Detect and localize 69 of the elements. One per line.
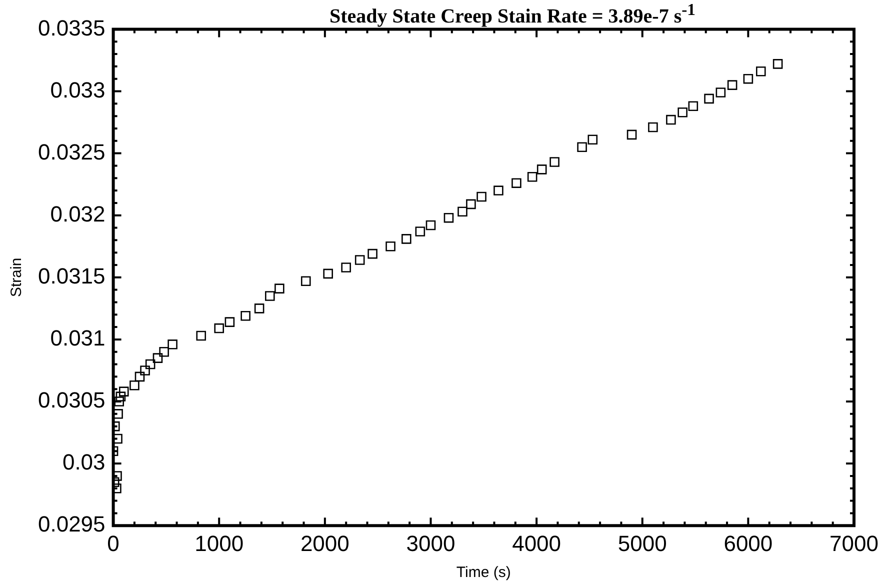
y-tick-label: 0.031 <box>50 326 106 351</box>
y-tick-label: 0.0335 <box>38 15 106 40</box>
x-tick-label: 7000 <box>830 530 878 556</box>
point <box>666 114 676 125</box>
point <box>743 74 754 84</box>
point <box>265 291 275 301</box>
x-tick-label: 3000 <box>406 530 456 556</box>
x-tick-label: 0 <box>107 530 120 556</box>
point <box>527 172 538 182</box>
point <box>114 396 124 406</box>
chart-title: Steady State Creep Stain Rate = 3.89e-7 s$^{-1}$ <box>328 0 696 28</box>
point <box>704 94 714 104</box>
point <box>159 346 169 357</box>
x-tick-label: 4000 <box>512 530 562 556</box>
point <box>214 323 224 334</box>
x-tick-label: 6000 <box>724 530 773 556</box>
point <box>458 206 468 217</box>
point <box>323 268 333 279</box>
point <box>152 353 163 363</box>
point <box>145 359 156 370</box>
point <box>512 178 522 188</box>
x-tick-label: 1000 <box>194 530 244 556</box>
point <box>341 262 351 272</box>
point <box>240 310 250 321</box>
point <box>140 366 150 376</box>
point <box>678 107 688 118</box>
point <box>224 317 235 327</box>
point <box>536 164 547 174</box>
point <box>577 142 587 152</box>
point <box>494 186 504 196</box>
point <box>274 284 284 294</box>
point <box>116 392 126 402</box>
y-axis-title: Strain <box>8 258 26 297</box>
point <box>476 192 486 202</box>
point <box>588 134 598 145</box>
point <box>426 220 436 230</box>
point <box>415 226 426 236</box>
point <box>354 255 365 265</box>
point <box>772 59 783 69</box>
point <box>130 380 140 390</box>
point <box>386 241 396 252</box>
point <box>444 212 454 223</box>
x-tick-label: 5000 <box>618 530 667 556</box>
point <box>402 234 412 244</box>
point <box>113 434 122 444</box>
point <box>368 248 378 259</box>
y-tick-label: 0.0295 <box>38 512 106 537</box>
point <box>648 122 658 132</box>
point <box>118 386 129 396</box>
y-tick-label: 0.0305 <box>38 388 106 413</box>
point <box>688 101 698 112</box>
point <box>550 157 560 167</box>
y-tick-label: 0.033 <box>50 77 106 102</box>
x-axis-title: Time (s) <box>456 564 511 582</box>
point <box>466 199 476 210</box>
point <box>626 130 637 140</box>
y-tick-label: 0.0315 <box>38 263 106 288</box>
point <box>716 88 726 98</box>
point <box>134 372 145 382</box>
point <box>168 340 178 350</box>
y-tick-label: 0.0325 <box>38 139 106 164</box>
point <box>727 80 738 90</box>
x-tick-label: 2000 <box>300 530 350 556</box>
y-tick-label: 0.03 <box>62 450 106 475</box>
point <box>254 304 264 314</box>
y-tick-label: 0.032 <box>50 201 106 226</box>
point <box>300 276 311 286</box>
point <box>756 66 766 76</box>
point <box>196 330 206 341</box>
